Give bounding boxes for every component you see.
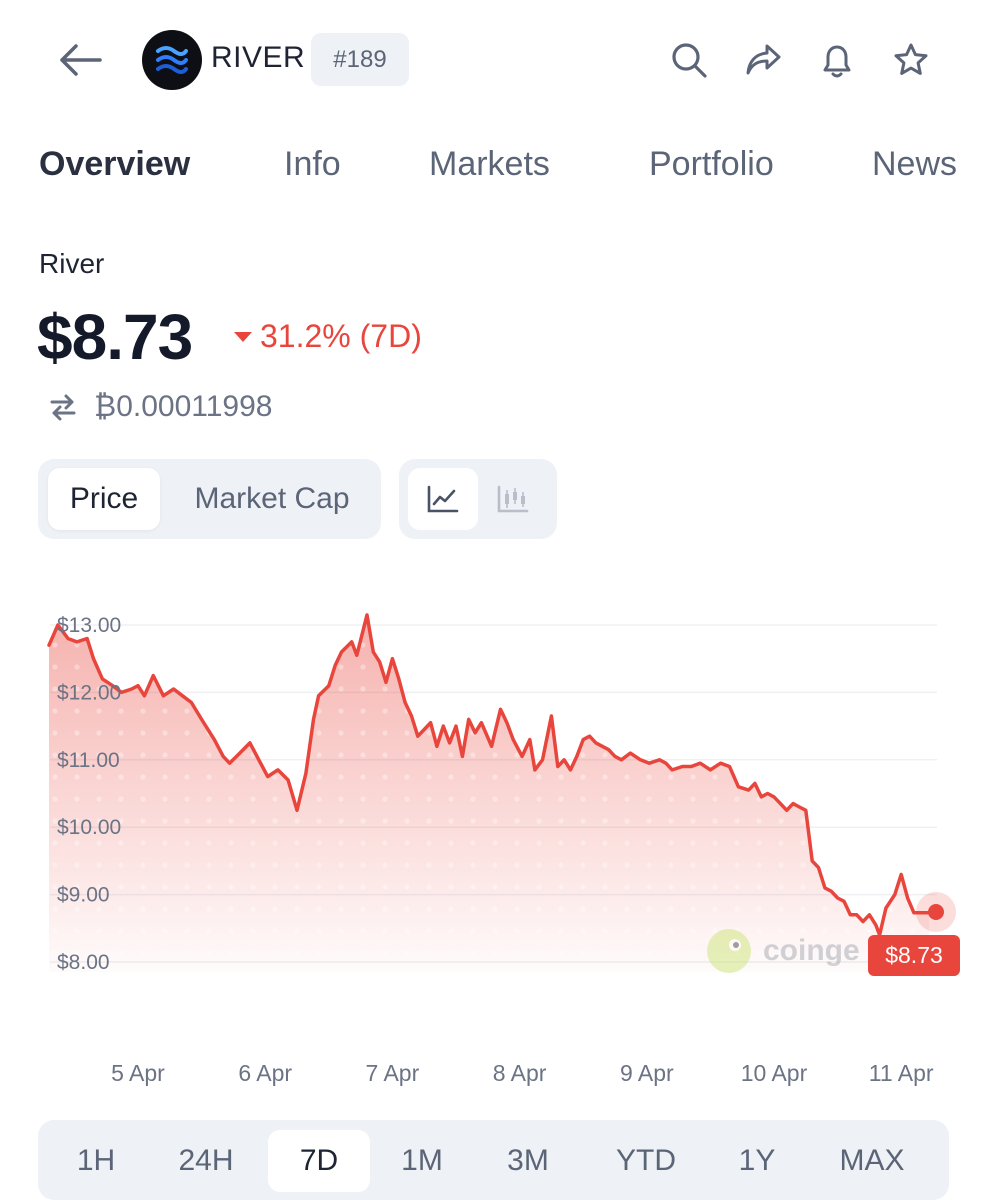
- price-change-value: 31.2% (7D): [260, 318, 422, 354]
- time-range-selector: 1H 24H 7D 1M 3M YTD 1Y MAX: [38, 1120, 949, 1200]
- tab-news[interactable]: News: [872, 145, 958, 183]
- back-arrow-icon[interactable]: [56, 38, 104, 82]
- share-icon[interactable]: [741, 38, 785, 82]
- area-dot-pattern: [49, 614, 930, 972]
- watermark-text: coinge: [763, 934, 860, 967]
- river-logo-icon: [156, 46, 188, 74]
- x-tick-label: 9 Apr: [619, 1060, 674, 1086]
- range-7d-button[interactable]: 7D: [268, 1130, 370, 1192]
- current-price-tag: $8.73: [868, 935, 960, 976]
- range-1h-button[interactable]: 1H: [76, 1144, 116, 1177]
- x-tick-label: 11 Apr: [868, 1060, 934, 1086]
- y-tick-label: $11.00: [57, 749, 120, 772]
- y-tick-label: $12.00: [57, 681, 121, 704]
- chart-type-toggle: [399, 459, 557, 539]
- range-ytd-button[interactable]: YTD: [616, 1144, 676, 1177]
- btc-price: ₿0.00011998: [94, 390, 273, 423]
- range-1m-button[interactable]: 1M: [401, 1144, 443, 1177]
- range-max-button[interactable]: MAX: [839, 1144, 905, 1177]
- current-point-marker: [928, 904, 944, 920]
- bell-icon[interactable]: [815, 38, 859, 82]
- tab-info[interactable]: Info: [284, 145, 341, 183]
- y-tick-label: $10.00: [57, 816, 121, 839]
- x-tick-label: 8 Apr: [492, 1060, 547, 1086]
- watermark: coinge: [705, 927, 860, 975]
- current-price: $8.73: [37, 301, 193, 373]
- range-1y-button[interactable]: 1Y: [738, 1144, 776, 1177]
- price-change: 31.2% (7D): [234, 318, 422, 355]
- convert-arrows-icon[interactable]: [48, 392, 78, 422]
- star-icon[interactable]: [889, 38, 933, 82]
- price-line: [47, 613, 931, 937]
- metric-toggle: Price Market Cap: [38, 459, 381, 539]
- market-cap-toggle-button[interactable]: Market Cap: [194, 482, 350, 515]
- gecko-logo-icon: [707, 929, 751, 973]
- asset-name: River: [39, 248, 105, 279]
- range-3m-button[interactable]: 3M: [507, 1144, 549, 1177]
- search-icon[interactable]: [667, 38, 711, 82]
- y-tick-label: $8.00: [57, 951, 110, 974]
- coin-name: RIVER: [211, 41, 306, 74]
- y-tick-label: $13.00: [57, 614, 121, 637]
- x-tick-label: 10 Apr: [740, 1060, 808, 1086]
- top-bar: RIVER #189: [0, 0, 987, 120]
- line-chart-icon[interactable]: [408, 468, 478, 530]
- price-chart[interactable]: $13.00 $12.00 $11.00 $10.00 $9.00 $8.00: [0, 590, 987, 1020]
- tab-markets[interactable]: Markets: [429, 145, 550, 183]
- range-24h-button[interactable]: 24H: [178, 1144, 234, 1177]
- coin-logo: [142, 30, 202, 90]
- tab-portfolio[interactable]: Portfolio: [649, 145, 774, 183]
- candlestick-chart-icon[interactable]: [478, 468, 548, 530]
- y-tick-label: $9.00: [57, 884, 110, 907]
- btc-price-row: ₿0.00011998: [48, 390, 272, 424]
- tab-overview[interactable]: Overview: [39, 145, 191, 183]
- x-tick-label: 7 Apr: [365, 1060, 420, 1086]
- price-toggle-button[interactable]: Price: [48, 468, 160, 530]
- rank-badge: #189: [311, 33, 409, 86]
- x-tick-label: 6 Apr: [238, 1060, 293, 1086]
- x-tick-label: 5 Apr: [111, 1060, 165, 1086]
- down-triangle-icon: [234, 331, 252, 342]
- section-tabs: Overview Info Markets Portfolio News: [0, 145, 987, 195]
